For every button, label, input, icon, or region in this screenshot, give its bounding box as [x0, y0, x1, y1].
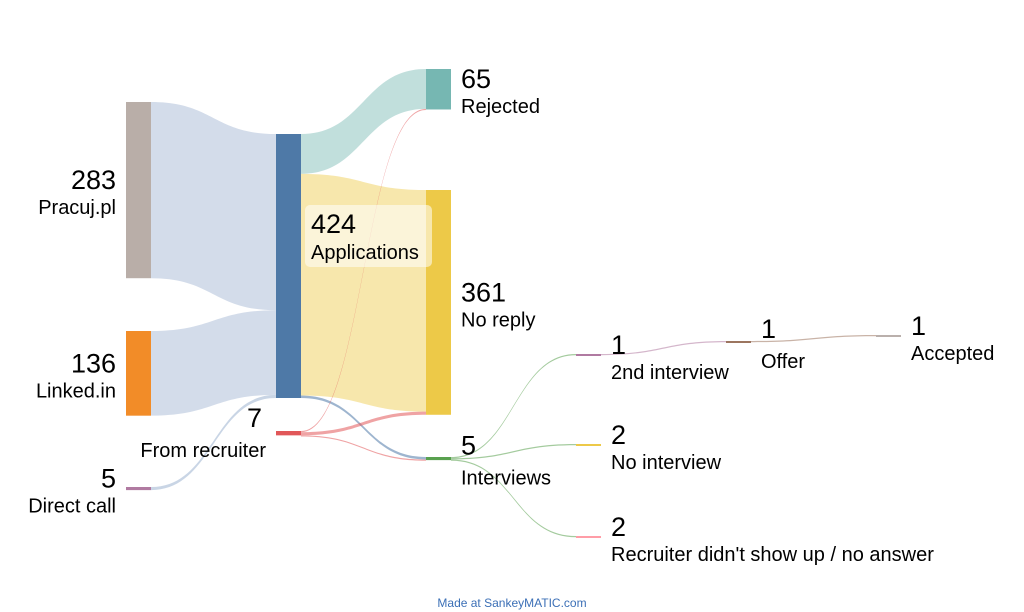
node-noshow — [576, 536, 601, 538]
flow-direct-to-applications — [151, 394, 276, 491]
node-offer — [726, 341, 751, 343]
label-background-applications — [305, 205, 432, 267]
node-value-applications: 424 — [311, 209, 356, 239]
node-label-rejected: Rejected — [461, 96, 540, 118]
flow-interviews-to-noshow — [451, 459, 576, 538]
node-value-nointerview: 2 — [611, 420, 626, 450]
flow-second-to-offer — [601, 341, 726, 356]
flow-applications-to-rejected — [301, 69, 426, 174]
node-label-applications: Applications — [311, 242, 419, 264]
node-value-offer: 1 — [761, 314, 776, 344]
node-rejected — [426, 69, 451, 110]
node-linkedin — [126, 331, 151, 416]
node-value-rejected: 65 — [461, 64, 491, 94]
node-label-interviews: Interviews — [461, 468, 551, 490]
flow-interviews-to-second — [451, 354, 576, 459]
node-value-recruiter: 7 — [247, 403, 262, 433]
node-value-linkedin: 136 — [71, 348, 116, 378]
flow-offer-to-accepted — [751, 335, 876, 343]
node-value-second: 1 — [611, 330, 626, 360]
flow-pracuj-to-applications — [151, 102, 276, 311]
node-label-nointerview: No interview — [611, 452, 722, 474]
node-label-linkedin: Linked.in — [36, 380, 116, 402]
node-value-direct: 5 — [101, 464, 116, 494]
node-interviews — [426, 457, 451, 461]
node-label-offer: Offer — [761, 351, 805, 373]
node-value-noshow: 2 — [611, 512, 626, 542]
node-value-interviews: 5 — [461, 431, 476, 461]
node-label-recruiter: From recruiter — [140, 440, 266, 462]
node-applications — [276, 134, 301, 398]
node-direct — [126, 487, 151, 491]
node-label-noreply: No reply — [461, 309, 535, 331]
node-label-pracuj: Pracuj.pl — [38, 197, 116, 219]
flow-recruiter-to-interviews — [301, 435, 426, 461]
node-label-accepted: Accepted — [911, 343, 994, 365]
flow-applications-to-interviews — [301, 395, 426, 460]
node-recruiter — [276, 431, 301, 436]
node-value-accepted: 1 — [911, 311, 926, 341]
flow-recruiter-to-noreply — [301, 411, 426, 436]
node-pracuj — [126, 102, 151, 279]
credit-link[interactable]: Made at SankeyMATIC.com — [437, 596, 587, 610]
node-label-direct: Direct call — [28, 496, 116, 518]
node-label-second: 2nd interview — [611, 362, 729, 384]
node-value-pracuj: 283 — [71, 165, 116, 195]
node-value-noreply: 361 — [461, 277, 506, 307]
flow-interviews-to-nointerview — [451, 444, 576, 460]
node-accepted — [876, 335, 901, 337]
node-second — [576, 354, 601, 356]
flow-linkedin-to-applications — [151, 310, 276, 416]
node-label-noshow: Recruiter didn't show up / no answer — [611, 544, 934, 566]
node-nointerview — [576, 444, 601, 446]
flow-recruiter-to-rejected — [301, 108, 426, 433]
